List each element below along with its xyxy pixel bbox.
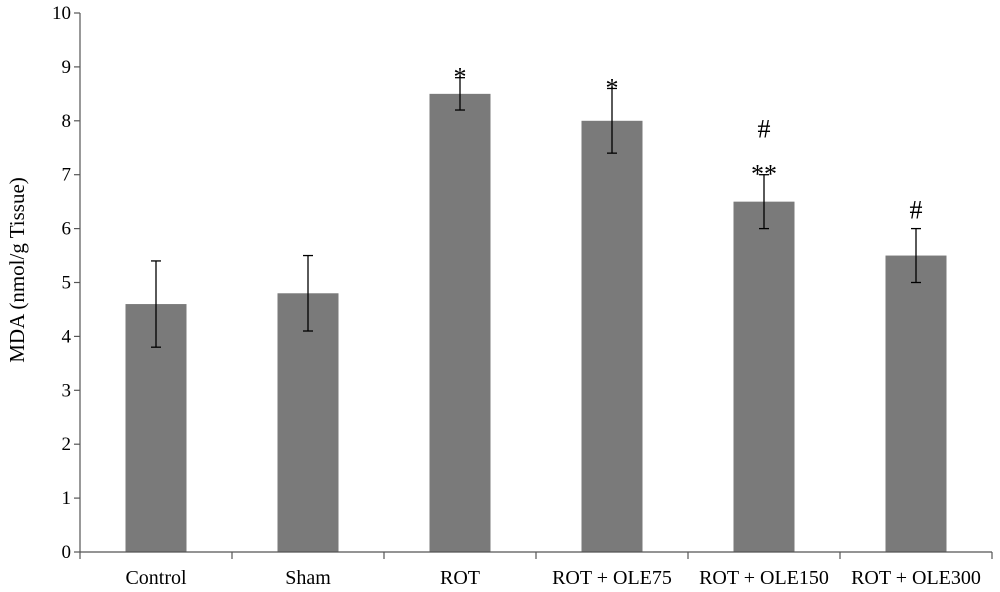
y-tick-label: 9	[62, 57, 72, 78]
y-tick-label: 10	[52, 3, 71, 24]
y-tick-label: 1	[62, 488, 72, 509]
bar	[885, 255, 947, 553]
y-tick-label: 6	[62, 219, 72, 240]
x-category-label: ROT + OLE150	[699, 567, 829, 589]
x-category-label: ROT + OLE75	[552, 567, 672, 589]
y-tick-label: 8	[62, 111, 72, 132]
y-tick-label: 0	[62, 542, 72, 563]
y-tick-label: 3	[62, 380, 72, 401]
bar	[277, 293, 339, 552]
significance-marker: #	[910, 196, 923, 225]
x-category-label: Sham	[285, 567, 331, 589]
x-category-label: Control	[125, 567, 187, 589]
x-category-label: ROT	[440, 567, 480, 589]
bar	[581, 120, 643, 553]
y-axis-title: MDA (nmol/g Tissue)	[5, 177, 29, 363]
y-tick-label: 2	[62, 434, 72, 455]
bar	[733, 201, 795, 552]
y-tick-label: 7	[62, 165, 72, 186]
significance-marker: *	[454, 63, 467, 92]
significance-marker: #	[758, 115, 771, 144]
x-category-label: ROT + OLE300	[851, 567, 981, 589]
y-tick-label: 4	[62, 326, 72, 347]
bar	[429, 93, 491, 552]
significance-marker: **	[751, 160, 777, 189]
significance-marker: *	[606, 73, 619, 102]
y-tick-label: 5	[62, 273, 72, 294]
